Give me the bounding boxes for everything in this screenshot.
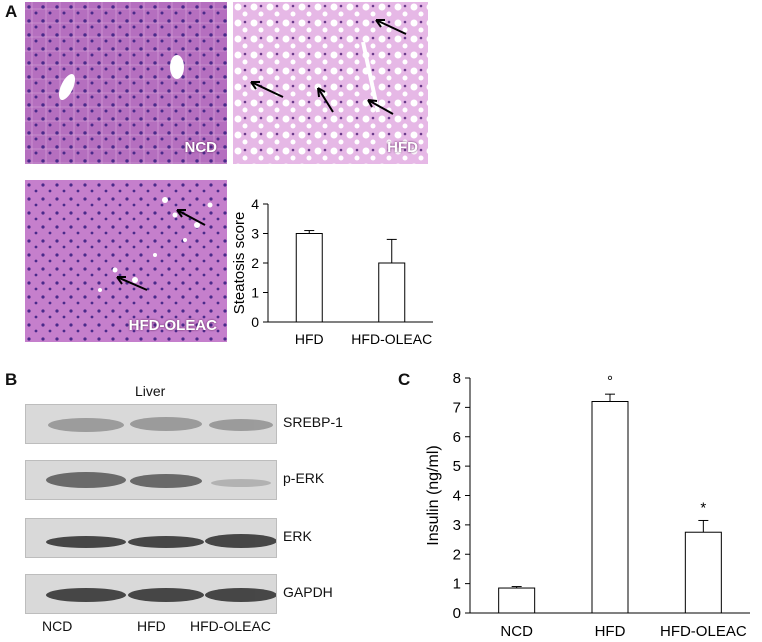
insulin-y-tick-label: 5 (453, 458, 461, 475)
micrograph-label-ncd: NCD (184, 139, 218, 156)
steatosis-y-tick-label: 1 (251, 285, 259, 301)
insulin-y-tick-label: 7 (453, 399, 461, 416)
insulin-bar (591, 401, 629, 614)
blot-gapdh (25, 574, 277, 614)
lane-label-hfd: HFD (137, 618, 166, 634)
insulin-x-tick-label: HFD (595, 623, 626, 640)
protein-label-gapdh: GAPDH (283, 584, 333, 600)
steatosis-x-tick-label: HFD (295, 331, 324, 347)
insulin-y-axis-label: Insulin (ng/ml) (425, 445, 442, 545)
insulin-y-tick-label: 1 (453, 576, 461, 593)
insulin-x-tick-label: NCD (500, 623, 533, 640)
steatosis-y-axis-label: Steatosis score (231, 212, 248, 315)
micrograph-label-hfd: HFD (387, 139, 418, 156)
steatosis-y-tick-label: 2 (251, 255, 259, 271)
steatosis-bar (295, 233, 323, 323)
micrograph-hfd-oleac: HFD-OLEAC (25, 180, 227, 342)
insulin-y-tick-label: 3 (453, 517, 461, 534)
steatosis-bar (378, 262, 406, 323)
steatosis-chart: 0 1 2 3 4 HFD HFD-OLEAC Steatosis score (231, 196, 433, 347)
insulin-significance-mark: ° (607, 373, 613, 390)
steatosis-y-tick-label: 4 (251, 196, 259, 212)
panel-c-letter: C (398, 370, 411, 389)
insulin-x-tick-label: HFD-OLEAC (660, 623, 747, 640)
blot-perk (25, 460, 277, 500)
insulin-y-tick-label: 0 (453, 605, 461, 622)
lane-label-ncd: NCD (42, 618, 73, 634)
insulin-bar (498, 587, 536, 614)
steatosis-x-tick-label: HFD-OLEAC (351, 331, 432, 347)
protein-label-erk: ERK (283, 528, 312, 544)
insulin-significance-mark: * (700, 499, 706, 516)
steatosis-y-tick-label: 3 (251, 226, 259, 242)
micrograph-ncd: NCD (25, 2, 227, 164)
insulin-y-tick-label: 2 (453, 546, 461, 563)
steatosis-y-tick-label: 0 (251, 314, 259, 330)
insulin-y-tick-label: 4 (453, 488, 461, 505)
micrograph-hfd: HFD (233, 2, 428, 164)
protein-label-perk: p-ERK (283, 470, 325, 486)
insulin-y-tick-label: 8 (453, 370, 461, 387)
micrograph-label-hfd-oleac: HFD-OLEAC (128, 317, 217, 334)
blot-srebp1 (25, 404, 277, 444)
protein-label-srebp1: SREBP-1 (283, 414, 343, 430)
insulin-bar (684, 531, 722, 614)
blot-erk (25, 518, 277, 558)
panel-a-letter: A (5, 2, 18, 21)
insulin-chart: 0 1 2 3 4 5 6 7 8 NCD ° HFD * HFD-OLEAC Insulin (ng/ml… (425, 370, 750, 640)
lane-label-hfd-oleac: HFD-OLEAC (190, 618, 271, 634)
insulin-y-tick-label: 6 (453, 429, 461, 446)
tissue-label: Liver (135, 383, 166, 399)
panel-b-letter: B (5, 370, 18, 389)
